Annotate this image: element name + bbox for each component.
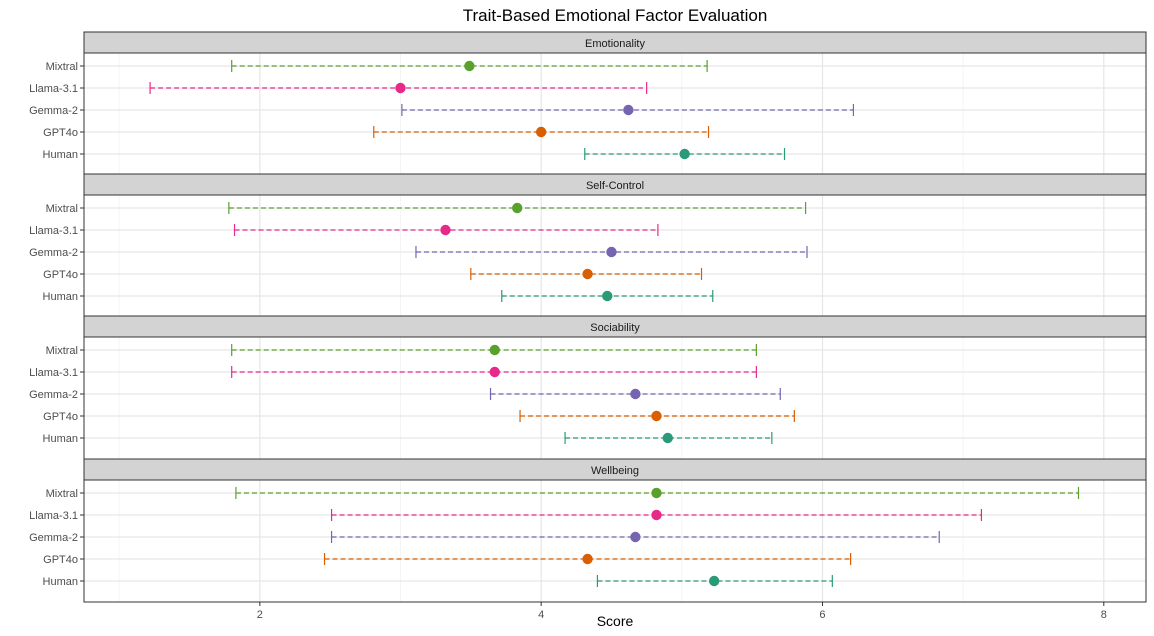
row-mixtral: Mixtral	[46, 344, 757, 357]
panel-background	[84, 195, 1146, 317]
mean-point	[582, 553, 593, 565]
y-tick-label: Mixtral	[46, 345, 78, 357]
facet-strip-label: Emotionality	[585, 38, 645, 50]
row-llama-3.1: Llama-3.1	[29, 366, 757, 379]
facet-panel-wellbeing: Wellbeing Mixtral Llama-3.1 Gemma-2 GPT4o Hum…	[29, 458, 1147, 603]
mean-point	[708, 575, 720, 587]
y-tick-label: Mixtral	[46, 488, 78, 500]
y-tick-label: Gemma-2	[29, 532, 78, 544]
y-tick-label: Mixtral	[46, 61, 78, 73]
y-tick-label: Llama-3.1	[29, 367, 78, 379]
y-tick-label: Gemma-2	[29, 247, 78, 259]
y-tick-label: Human	[43, 291, 78, 303]
mean-point	[489, 344, 500, 356]
y-tick-label: GPT4o	[43, 127, 78, 139]
y-tick-label: Gemma-2	[29, 105, 78, 117]
mean-point	[630, 531, 641, 543]
y-tick-label: GPT4o	[43, 269, 78, 281]
facet-panels: Emotionality Mixtral Llama-3.1 Gemma-2 GPT4o…	[29, 31, 1147, 603]
facet-panel-emotionality: Emotionality Mixtral Llama-3.1 Gemma-2 GPT4o…	[29, 31, 1147, 176]
mean-point	[489, 366, 500, 378]
y-tick-label: Llama-3.1	[29, 510, 78, 522]
mean-point	[606, 246, 617, 258]
mean-point	[630, 388, 641, 400]
row-gpt4o: GPT4o	[43, 553, 852, 566]
row-gemma-2: Gemma-2	[29, 104, 855, 117]
panel-background	[84, 337, 1146, 459]
row-gpt4o: GPT4o	[43, 410, 795, 423]
mean-point	[651, 509, 662, 521]
mean-point	[662, 432, 673, 444]
x-tick-label: 6	[819, 609, 825, 621]
row-mixtral: Mixtral	[46, 202, 807, 215]
row-gemma-2: Gemma-2	[29, 388, 781, 401]
y-tick-label: GPT4o	[43, 554, 78, 566]
x-axis: 2 4 6 8	[257, 602, 1107, 621]
panel-background	[84, 53, 1146, 175]
y-tick-label: GPT4o	[43, 411, 78, 423]
y-tick-label: Gemma-2	[29, 389, 78, 401]
y-tick-label: Human	[43, 149, 78, 161]
row-human: Human	[43, 290, 714, 303]
row-gemma-2: Gemma-2	[29, 246, 808, 259]
x-tick-label: 8	[1101, 609, 1107, 621]
row-gemma-2: Gemma-2	[29, 531, 940, 544]
facet-strip-label: Self-Control	[586, 180, 644, 192]
y-tick-label: Mixtral	[46, 203, 78, 215]
y-tick-label: Human	[43, 576, 78, 588]
chart-title: Trait-Based Emotional Factor Evaluation	[463, 6, 768, 25]
row-gpt4o: GPT4o	[43, 268, 703, 281]
row-llama-3.1: Llama-3.1	[29, 82, 648, 95]
mean-point	[602, 290, 613, 302]
x-tick-label: 2	[257, 609, 263, 621]
y-tick-label: Llama-3.1	[29, 225, 78, 237]
mean-point	[651, 487, 662, 499]
row-mixtral: Mixtral	[46, 487, 1080, 500]
row-human: Human	[43, 432, 773, 445]
mean-point	[679, 148, 690, 160]
panel-border	[83, 479, 1147, 603]
mean-point	[395, 82, 406, 94]
mean-point	[512, 202, 523, 214]
row-mixtral: Mixtral	[46, 60, 708, 73]
mean-point	[535, 126, 547, 138]
mean-point	[623, 104, 634, 116]
facet-panel-self-control: Self-Control Mixtral Llama-3.1 Gemma-2 GPT4o…	[29, 173, 1147, 318]
panel-background	[84, 480, 1146, 602]
mean-point	[440, 224, 451, 236]
row-human: Human	[43, 575, 833, 588]
row-gpt4o: GPT4o	[43, 126, 710, 139]
y-tick-label: Llama-3.1	[29, 83, 78, 95]
row-llama-3.1: Llama-3.1	[29, 224, 659, 237]
facet-panel-sociability: Sociability Mixtral Llama-3.1 Gemma-2 GPT4o H…	[29, 315, 1147, 460]
facet-strip-label: Sociability	[590, 322, 640, 334]
x-tick-label: 4	[538, 609, 544, 621]
row-human: Human	[43, 148, 786, 161]
mean-point	[651, 410, 662, 422]
y-tick-label: Human	[43, 433, 78, 445]
row-llama-3.1: Llama-3.1	[29, 509, 983, 522]
mean-point	[464, 60, 475, 72]
facet-strip-label: Wellbeing	[591, 465, 639, 477]
mean-point	[582, 268, 593, 280]
x-axis-label: Score	[597, 613, 634, 629]
